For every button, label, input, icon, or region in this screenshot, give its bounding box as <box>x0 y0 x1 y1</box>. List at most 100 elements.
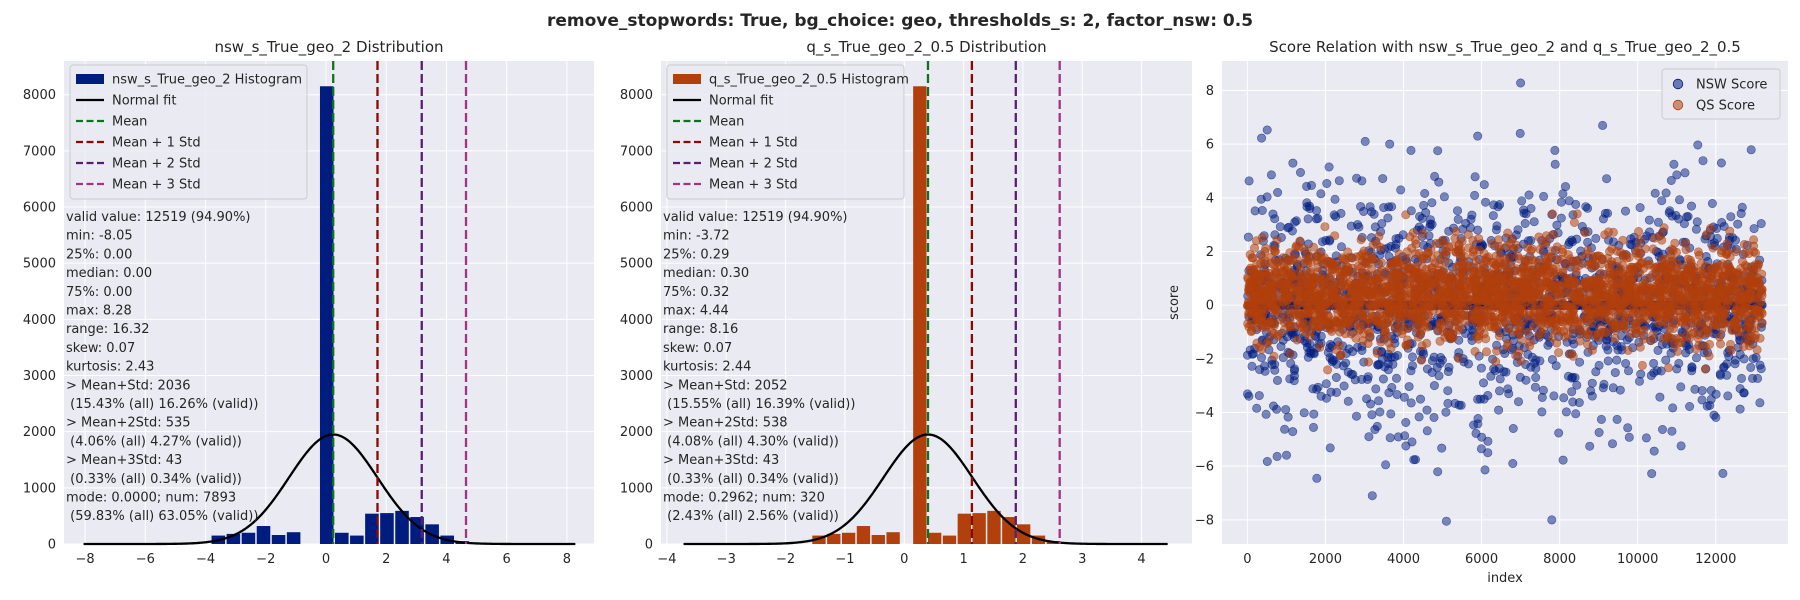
qs-hist-stats-line: > Mean+3Std: 43 <box>663 453 779 468</box>
qs-score-point <box>1569 218 1579 228</box>
nsw-hist-stats-line: 25%: 0.00 <box>66 247 132 262</box>
nsw-score-point <box>1504 389 1514 399</box>
nsw-hist-legend-label: nsw_s_True_geo_2 Histogram <box>112 73 302 88</box>
qs-score-point <box>1374 231 1384 241</box>
nsw-score-point <box>1401 441 1411 451</box>
qs-score-point <box>1297 280 1307 290</box>
qs-hist-stats-line: (4.08% (all) 4.30% (valid)) <box>663 434 839 449</box>
nsw-score-point <box>1649 358 1659 368</box>
nsw-score-point <box>1379 203 1389 213</box>
qs-hist-histogram-bar <box>1002 517 1016 544</box>
qs-hist-stats-line: max: 4.44 <box>663 304 729 319</box>
nsw-score-point <box>1339 381 1349 391</box>
nsw-hist-y-tick-label: 5000 <box>23 257 56 272</box>
nsw-score-point <box>1316 331 1326 341</box>
nsw-score-point <box>1756 219 1766 229</box>
qs-hist-legend-label: Mean <box>709 115 744 130</box>
qs-score-point <box>1592 252 1602 262</box>
qs-score-point <box>1251 236 1261 246</box>
nsw-hist-stats-line: > Mean+3Std: 43 <box>66 453 182 468</box>
scatter-x-tick-label: 6000 <box>1465 552 1498 567</box>
nsw-score-point <box>1363 374 1373 384</box>
qs-score-point <box>1481 334 1491 344</box>
qs-hist-x-tick-label: 1 <box>959 552 967 567</box>
nsw-score-point <box>1325 443 1335 453</box>
nsw-score-point <box>1374 396 1384 406</box>
nsw-score-point <box>1262 192 1272 202</box>
nsw-score-point <box>1387 202 1397 212</box>
nsw-score-point <box>1420 189 1430 199</box>
nsw-score-point <box>1722 370 1732 380</box>
nsw-score-point <box>1687 362 1697 372</box>
nsw-score-point <box>1492 221 1502 231</box>
nsw-score-point <box>1537 392 1547 402</box>
qs-hist-legend-swatch <box>673 74 701 84</box>
nsw-score-point <box>1596 414 1606 424</box>
nsw-score-point <box>1406 145 1416 155</box>
qs-score-point <box>1716 339 1726 349</box>
nsw-hist-legend-label: Mean + 2 Std <box>112 157 201 172</box>
nsw-score-point <box>1737 202 1747 212</box>
qs-score-point <box>1368 271 1378 281</box>
nsw-score-point <box>1334 176 1344 186</box>
nsw-hist-stats-line: mode: 0.0000; num: 7893 <box>66 491 236 506</box>
nsw-hist-histogram-bar <box>241 532 256 544</box>
nsw-score-point <box>1483 390 1493 400</box>
nsw-score-point <box>1517 196 1527 206</box>
nsw-hist-stats-line: > Mean+2Std: 535 <box>66 416 191 431</box>
nsw-score-point <box>1288 158 1298 168</box>
nsw-score-point <box>1385 433 1395 443</box>
nsw-hist-y-tick-label: 1000 <box>23 481 56 496</box>
nsw-score-point <box>1692 353 1702 363</box>
scatter-y-tick-label: −2 <box>1195 352 1214 367</box>
qs-score-point <box>1744 317 1754 327</box>
nsw-score-point <box>1680 168 1690 178</box>
nsw-score-point <box>1370 425 1380 435</box>
nsw-score-point <box>1444 362 1454 372</box>
qs-hist-stats-line: valid value: 12519 (94.90%) <box>663 210 848 225</box>
nsw-score-point <box>1369 209 1379 219</box>
nsw-hist-stats-line: range: 16.32 <box>66 322 150 337</box>
scatter-y-tick-label: 2 <box>1206 245 1214 260</box>
nsw-hist-histogram-bar <box>335 532 349 544</box>
nsw-histogram-panel: −8 −6 −4 −2 0 2 4 6 8010002000300040005000600070… <box>23 38 594 567</box>
nsw-hist-histogram-bar <box>365 513 379 544</box>
nsw-score-point <box>1443 386 1453 396</box>
nsw-score-point <box>1649 446 1659 456</box>
qs-score-point <box>1330 231 1340 241</box>
qs-score-point <box>1558 268 1568 278</box>
nsw-score-point <box>1495 374 1505 384</box>
nsw-score-point <box>1476 444 1486 454</box>
nsw-score-point <box>1653 217 1663 227</box>
nsw-score-point <box>1608 439 1618 449</box>
nsw-hist-histogram-bar <box>286 532 301 544</box>
nsw-score-point <box>1479 378 1489 388</box>
qs-score-point <box>1693 279 1703 289</box>
qs-score-point <box>1704 351 1714 361</box>
qs-hist-histogram-bar <box>913 86 927 544</box>
nsw-score-point <box>1658 424 1668 434</box>
nsw-score-point <box>1647 469 1657 479</box>
nsw-score-point <box>1603 208 1613 218</box>
qs-score-point <box>1332 345 1342 355</box>
nsw-hist-x-tick-label: −2 <box>256 552 275 567</box>
qs-hist-histogram-bar <box>812 535 826 544</box>
qs-score-point <box>1529 321 1539 331</box>
scatter-points-layer <box>1242 78 1767 526</box>
nsw-score-point <box>1427 219 1437 229</box>
scatter-y-tick-label: 6 <box>1206 138 1214 153</box>
nsw-score-point <box>1483 436 1493 446</box>
qs-score-point <box>1691 344 1701 354</box>
nsw-score-point <box>1321 235 1331 245</box>
qs-score-point <box>1356 235 1366 245</box>
qs-hist-x-tick-label: −2 <box>776 552 795 567</box>
nsw-score-point <box>1594 360 1604 370</box>
qs-score-point <box>1731 247 1741 257</box>
nsw-score-point <box>1746 145 1756 155</box>
nsw-score-point <box>1343 367 1353 377</box>
qs-score-point <box>1583 339 1593 349</box>
nsw-score-point <box>1247 361 1257 371</box>
nsw-score-point <box>1419 200 1429 210</box>
nsw-score-point <box>1683 212 1693 222</box>
